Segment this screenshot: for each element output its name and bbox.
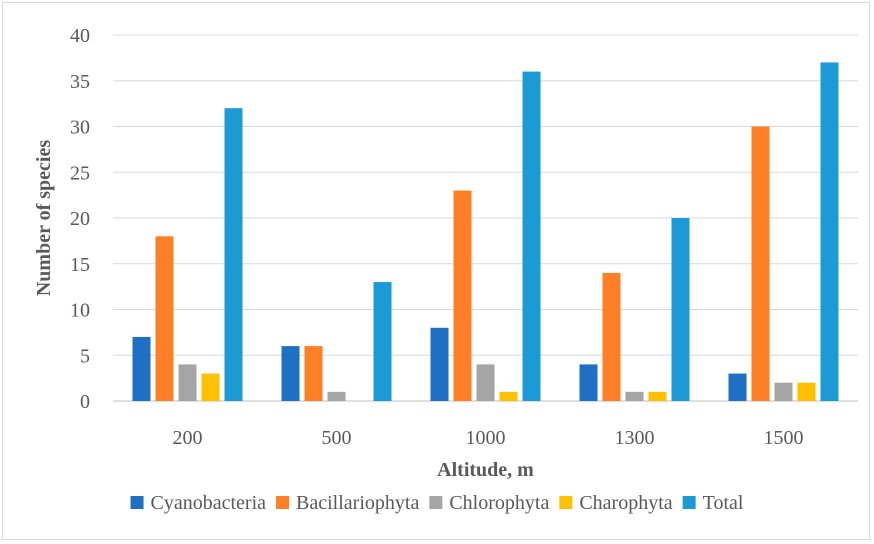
legend-swatch bbox=[429, 496, 443, 509]
bar-total-1500 bbox=[820, 62, 839, 401]
y-tick-label: 15 bbox=[70, 254, 90, 276]
y-axis-title: Number of species bbox=[33, 140, 55, 296]
bar-bacillariophyta-1000 bbox=[453, 190, 472, 401]
bar-charophyta-1500 bbox=[797, 382, 816, 401]
bar-chlorophyta-1000 bbox=[476, 364, 495, 401]
x-axis-title: Altitude, m bbox=[437, 459, 534, 481]
bar-charophyta-1000 bbox=[499, 391, 518, 401]
x-tick-label: 1300 bbox=[615, 427, 655, 449]
bar-bacillariophyta-200 bbox=[155, 236, 174, 401]
bar-cyanobacteria-1500 bbox=[728, 373, 747, 401]
bar-chlorophyta-200 bbox=[178, 364, 197, 401]
bar-total-200 bbox=[224, 108, 243, 401]
x-tick-label: 1500 bbox=[764, 427, 804, 449]
y-tick-label: 40 bbox=[70, 25, 90, 47]
bar-chlorophyta-1500 bbox=[774, 382, 793, 401]
bar-charophyta-1300 bbox=[648, 391, 667, 401]
bar-total-1000 bbox=[522, 71, 541, 401]
legend-item-cyanobacteria: Cyanobacteria bbox=[130, 492, 267, 514]
bar-total-1300 bbox=[671, 218, 690, 401]
bar-charophyta-200 bbox=[201, 373, 220, 401]
y-tick-label: 0 bbox=[80, 391, 90, 413]
y-tick-label: 10 bbox=[70, 300, 90, 322]
bar-bacillariophyta-1500 bbox=[751, 126, 770, 401]
y-tick-labels: 0 5 10 15 20 25 30 35 40 bbox=[70, 25, 90, 413]
bar-cyanobacteria-200 bbox=[132, 336, 151, 401]
legend-item-charophyta: Charophyta bbox=[559, 492, 673, 514]
bar-cyanobacteria-500 bbox=[281, 346, 300, 401]
legend-item-chlorophyta: Chlorophyta bbox=[429, 492, 549, 514]
legend-label: Charophyta bbox=[579, 492, 672, 514]
bar-chlorophyta-500 bbox=[327, 391, 346, 401]
bar-bacillariophyta-1300 bbox=[602, 272, 621, 401]
x-tick-label: 500 bbox=[322, 427, 352, 449]
y-tick-label: 25 bbox=[70, 162, 90, 184]
y-tick-label: 20 bbox=[70, 208, 90, 230]
y-tick-label: 5 bbox=[80, 345, 90, 367]
legend: Cyanobacteria Bacillariophyta Chlorophyta C… bbox=[130, 492, 744, 514]
legend-item-bacillariophyta: Bacillariophyta bbox=[276, 492, 419, 514]
bar-cyanobacteria-1300 bbox=[579, 364, 598, 401]
legend-label: Cyanobacteria bbox=[151, 492, 267, 514]
y-tick-label: 30 bbox=[70, 117, 90, 139]
bars bbox=[132, 62, 839, 401]
legend-swatch bbox=[682, 496, 696, 509]
legend-swatch bbox=[130, 496, 144, 509]
legend-item-total: Total bbox=[682, 492, 744, 514]
x-tick-label: 200 bbox=[173, 427, 203, 449]
legend-swatch bbox=[276, 496, 290, 509]
bar-total-500 bbox=[373, 282, 392, 401]
y-tick-label: 35 bbox=[70, 71, 90, 93]
bar-bacillariophyta-500 bbox=[304, 346, 323, 401]
legend-label: Total bbox=[703, 492, 744, 514]
bar-chlorophyta-1300 bbox=[625, 391, 644, 401]
bar-cyanobacteria-1000 bbox=[430, 327, 449, 401]
legend-swatch bbox=[559, 496, 573, 509]
x-tick-label: 1000 bbox=[466, 427, 506, 449]
x-tick-labels: 200 500 1000 1300 1500 bbox=[173, 427, 804, 449]
legend-label: Chlorophyta bbox=[449, 492, 549, 514]
legend-label: Bacillariophyta bbox=[296, 492, 419, 514]
